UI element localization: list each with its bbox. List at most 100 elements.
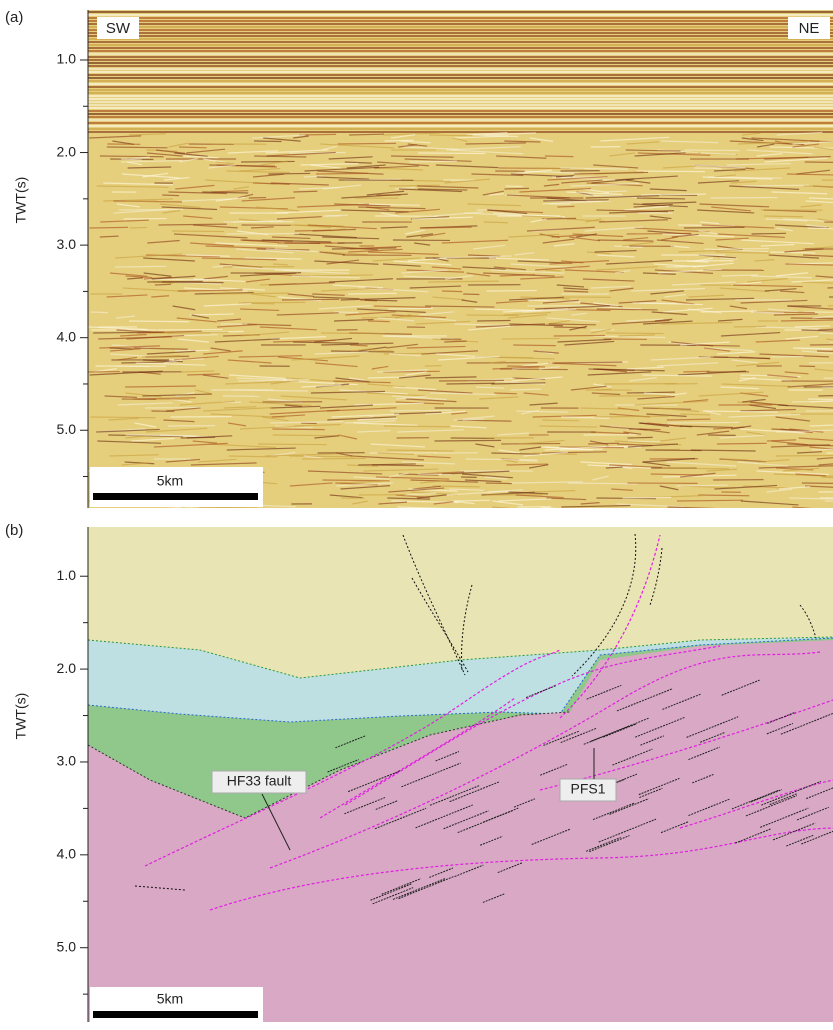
reflector [808,399,833,400]
y-tick-label: 4.0 [57,328,77,344]
reflector [683,371,709,372]
scale-label: 5km [157,473,183,489]
reflector [684,227,745,228]
reflector [668,422,739,423]
reflector [568,483,637,484]
reflector [791,318,833,319]
reflector [181,437,216,438]
reflector [764,216,803,217]
y-tick-label: 2.0 [57,660,77,676]
reflector [125,435,195,436]
reflector [385,140,414,141]
reflector [439,380,504,381]
reflector [466,315,518,316]
reflector [627,233,691,234]
y-axis-label: TWT(s) [13,693,29,740]
reflector [272,429,324,430]
reflector [666,266,705,267]
reflector [282,299,339,300]
reflector [119,209,183,210]
reflector [720,258,737,259]
reflector [107,147,168,148]
reflector [628,437,653,438]
reflector [454,500,490,501]
reflector [460,258,481,259]
reflector [542,218,576,219]
y-tick-label: 4.0 [57,846,77,862]
reflector [752,233,786,234]
reflector [776,455,833,456]
reflector [155,284,171,285]
reflector [326,215,348,216]
scale-bar [93,1011,258,1018]
reflector [254,141,282,142]
reflector [147,281,203,282]
reflector [321,333,385,334]
reflector [293,191,317,192]
reflector [434,440,501,441]
reflector [799,366,815,367]
reflector [295,230,331,231]
panel-label: (a) [5,9,23,26]
reflector [502,338,560,339]
reflector [90,417,155,418]
reflector [646,450,702,451]
reflector [390,410,451,411]
reflector [606,333,664,334]
reflector [348,293,397,294]
reflector [623,497,672,498]
y-tick-label: 1.0 [57,567,77,583]
reflector [677,485,728,486]
reflector [418,153,485,154]
seismic-panel [88,10,833,510]
reflector [513,345,556,346]
panel-label: (b) [5,522,23,539]
reflector [560,449,603,450]
y-tick-label: 2.0 [57,143,77,159]
reflector [588,443,618,444]
reflector [388,308,433,309]
reflector [685,150,740,151]
reflector [477,320,510,321]
reflector [444,341,466,342]
reflector [238,302,305,303]
reflector [129,321,189,322]
reflector [422,227,472,228]
reflector [542,420,579,421]
reflector [418,474,451,475]
reflector [825,500,833,501]
reflector [162,195,179,196]
reflector [301,423,317,424]
reflector [500,369,568,370]
reflector [302,458,366,459]
reflector [368,321,390,322]
reflector [446,383,494,384]
scale-bar [93,493,258,500]
reflector [486,483,512,484]
figure: (a) (b) TWT(s) TWT(s) SW NE 5km 5km HF33… [0,0,833,1025]
reflector [179,147,207,148]
reflector [743,185,809,186]
reflector [91,312,108,313]
reflector [115,266,166,267]
reflector [258,444,327,445]
y-tick-label: 5.0 [57,421,77,437]
reflector [157,329,222,330]
reflector [100,156,164,157]
reflector [549,324,596,325]
y-axis-label: TWT(s) [13,177,29,224]
annotation: PFS1 [570,781,605,797]
y-tick-label: 1.0 [57,51,77,67]
y-tick-label: 3.0 [57,753,77,769]
annotation: HF33 fault [227,773,292,789]
reflector [698,495,749,496]
reflector [384,426,450,427]
reflector [171,416,232,417]
interpreted-panel [88,527,833,1022]
reflector [89,227,128,228]
reflector [820,497,833,498]
reflector [557,206,574,207]
reflector [484,222,508,223]
direction-label: NE [799,20,820,37]
reflector [792,401,833,402]
